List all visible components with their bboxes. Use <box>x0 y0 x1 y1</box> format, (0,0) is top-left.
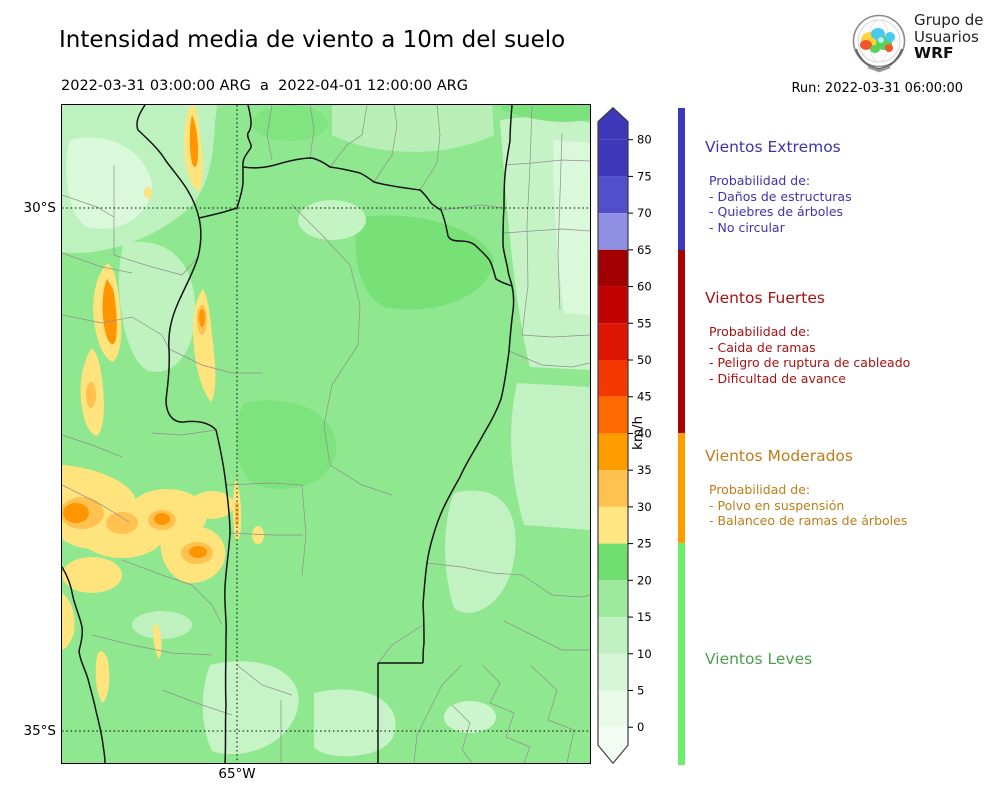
legend-section-title: Vientos Fuertes <box>705 289 825 307</box>
lon-tick-65w: 65°W <box>218 766 256 782</box>
svg-text:25: 25 <box>637 537 652 551</box>
legend-item: - Polvo en suspensión <box>709 497 845 513</box>
svg-text:65: 65 <box>637 243 652 257</box>
risk-bar-extremos <box>678 108 685 250</box>
forecast-period: 2022-03-31 03:00:00 ARG a 2022-04-01 12:… <box>61 78 468 94</box>
lat-tick-35s: 35°S <box>23 723 57 739</box>
legend-probability-label: Probabilidad de: <box>709 482 811 497</box>
lat-tick-30s: 30°S <box>23 200 57 216</box>
svg-text:70: 70 <box>637 206 652 220</box>
svg-text:30: 30 <box>637 500 652 514</box>
risk-bar-fuertes <box>678 250 685 433</box>
svg-text:80: 80 <box>637 133 652 147</box>
wind-map <box>60 104 591 764</box>
colorbar-unit-label: km/h <box>630 415 646 450</box>
legend-item: - No circular <box>709 219 785 235</box>
province-borders <box>61 104 515 764</box>
svg-text:20: 20 <box>637 573 652 587</box>
svg-text:55: 55 <box>637 316 652 330</box>
legend-item: - Balanceo de ramas de árboles <box>709 513 908 528</box>
svg-text:50: 50 <box>637 353 652 367</box>
legend-section-leves: Vientos Leves <box>705 650 995 669</box>
legend-section-extremos: Vientos Extremos Probabilidad de: - Daño… <box>705 138 995 235</box>
graticule <box>62 105 590 763</box>
risk-bar-leves <box>678 543 685 765</box>
wrf-users-group-logo <box>852 14 906 73</box>
wind-field <box>60 105 590 763</box>
logo-caption: Grupo de Usuarios WRF <box>914 12 984 62</box>
logo-caption-wrf: WRF <box>914 44 954 62</box>
svg-text:60: 60 <box>637 280 652 294</box>
svg-text:35: 35 <box>637 463 652 477</box>
moderate-wind-cells <box>60 105 264 703</box>
svg-text:15: 15 <box>637 610 652 624</box>
svg-text:40: 40 <box>637 426 652 440</box>
wind-map-canvas <box>60 104 591 764</box>
svg-text:5: 5 <box>637 683 644 697</box>
legend-item: - Daños de estructuras <box>709 188 852 204</box>
department-borders <box>61 104 591 764</box>
legend-item: - Quiebres de árboles <box>709 204 844 219</box>
svg-text:10: 10 <box>637 647 652 661</box>
svg-text:75: 75 <box>637 169 652 183</box>
legend-probability-label: Probabilidad de: <box>709 173 811 188</box>
svg-text:45: 45 <box>637 390 652 404</box>
risk-bar-moderados <box>678 433 685 543</box>
model-run-timestamp: Run: 2022-03-31 06:00:00 <box>791 81 963 96</box>
legend-section-title: Vientos Moderados <box>705 447 853 465</box>
legend-item: - Caida de ramas <box>709 339 816 355</box>
logo-caption-line1: Grupo de <box>914 11 984 29</box>
legend-section-moderados: Vientos Moderados Probabilidad de: - Pol… <box>705 447 995 529</box>
svg-text:0: 0 <box>637 720 644 734</box>
legend-item: - Dificultad de avance <box>709 370 846 386</box>
legend-section-fuertes: Vientos Fuertes Probabilidad de: - Caida… <box>705 289 995 386</box>
page-title: Intensidad media de viento a 10m del sue… <box>59 27 566 53</box>
legend-section-title: Vientos Leves <box>705 650 813 668</box>
logo-weather-blobs <box>860 28 895 53</box>
logo-caption-line2: Usuarios <box>914 27 979 46</box>
legend-item: - Peligro de ruptura de cableado <box>709 355 911 370</box>
legend-section-title: Vientos Extremos <box>705 138 841 156</box>
legend-probability-label: Probabilidad de: <box>709 324 811 339</box>
